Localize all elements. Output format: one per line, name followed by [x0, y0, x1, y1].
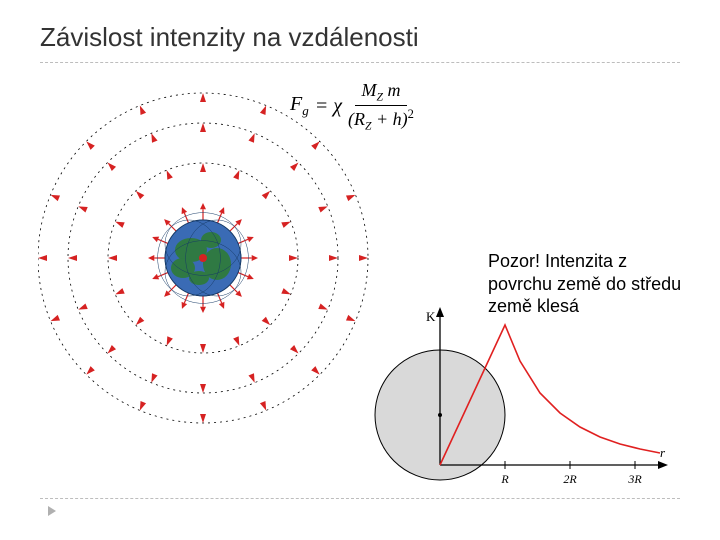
formula-num-m: m: [388, 80, 401, 100]
svg-text:K: K: [426, 309, 436, 324]
earth-field-diagram: [38, 88, 378, 428]
intensity-graph: R 2R 3R Kr: [340, 305, 670, 500]
title-divider: [40, 62, 680, 63]
bottom-divider: [40, 498, 680, 499]
bullet-icon: [48, 506, 56, 516]
svg-text:3R: 3R: [627, 472, 642, 486]
svg-text:r: r: [660, 445, 666, 460]
svg-text:R: R: [500, 472, 509, 486]
page-title: Závislost intenzity na vzdálenosti: [40, 22, 419, 53]
formula-den-sq: 2: [408, 107, 414, 121]
svg-text:2R: 2R: [563, 472, 577, 486]
